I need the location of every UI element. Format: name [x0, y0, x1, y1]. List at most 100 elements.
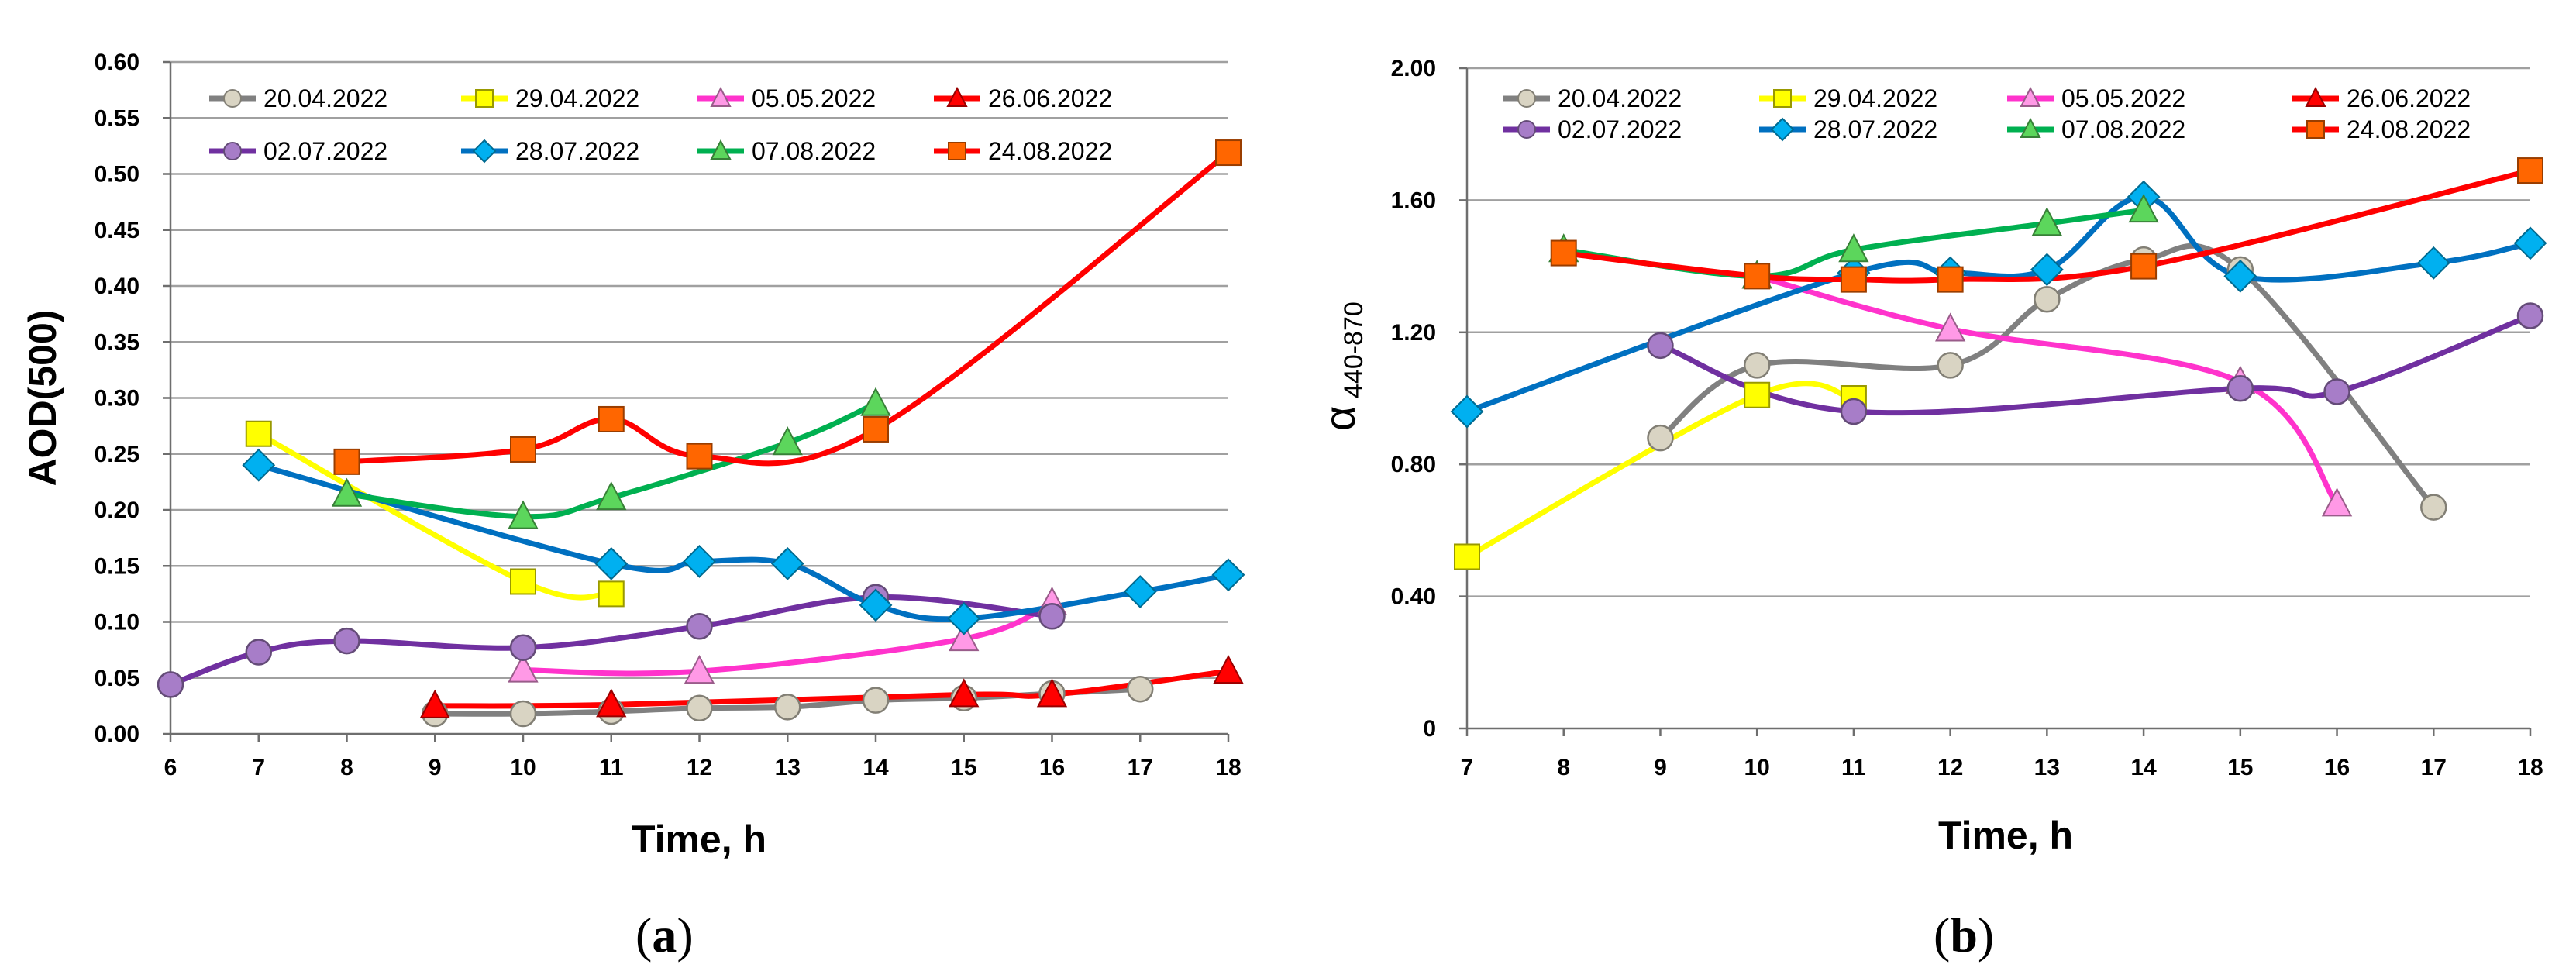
legend: 20.04.2022 29.04.2022 05.05.2022 26.06.2022…: [209, 84, 1112, 165]
y-tick-label: 0.30: [95, 386, 139, 412]
legend-item: 05.05.2022: [697, 84, 876, 112]
data-point: [2420, 494, 2447, 521]
data-point: [245, 420, 272, 447]
data-point: [419, 689, 450, 718]
x-tick-label: 9: [429, 755, 442, 780]
x-tick-label: 7: [1461, 755, 1474, 780]
data-point: [770, 546, 804, 580]
legend-swatch-marker: [710, 139, 732, 160]
data-point: [2031, 207, 2063, 236]
data-point: [1937, 352, 1964, 379]
y-tick-label: 0.50: [95, 162, 139, 188]
y-tick-label: 0.05: [95, 666, 139, 691]
series-line: [1464, 194, 2533, 415]
legend-item: 02.07.2022: [1503, 115, 1682, 143]
legend-swatch-marker: [1770, 117, 1795, 142]
legend-swatch-marker: [1517, 120, 1536, 139]
legend-item: 28.07.2022: [461, 137, 639, 165]
data-point: [2513, 226, 2547, 260]
legend-swatch-marker: [710, 86, 732, 107]
panel-label-close: ): [677, 907, 693, 963]
legend-item: 07.08.2022: [2007, 115, 2185, 143]
data-point: [596, 480, 627, 511]
series-markers: [1450, 157, 2547, 570]
legend-label: 02.07.2022: [1558, 115, 1682, 143]
panel-label: (b): [1934, 907, 1994, 963]
legend-swatch-marker: [2306, 120, 2325, 139]
legend-swatch-marker: [472, 139, 497, 164]
legend-item: 20.04.2022: [1503, 84, 1682, 112]
legend-swatch-marker: [1773, 89, 1792, 108]
legend-label: 28.07.2022: [515, 137, 639, 165]
legend-label: 24.08.2022: [2347, 115, 2471, 143]
data-point: [333, 627, 360, 655]
legend-item: 02.07.2022: [209, 137, 387, 165]
panel-label-close: ): [1978, 907, 1994, 963]
y-tick-label: 2.00: [1391, 56, 1436, 81]
x-tick-label: 11: [599, 755, 624, 780]
data-point: [2321, 487, 2353, 517]
legend-item: 07.08.2022: [697, 137, 876, 165]
legend: 20.04.2022 29.04.2022 05.05.2022 26.06.2022…: [1503, 84, 2471, 143]
legend-label: 07.08.2022: [2061, 115, 2185, 143]
series-line: [1464, 381, 1857, 560]
x-tick-label: 14: [2130, 755, 2157, 780]
data-point: [245, 639, 272, 666]
data-point: [509, 634, 537, 661]
y-tick-label: 0.40: [1391, 584, 1436, 610]
legend-swatch-marker: [2305, 86, 2326, 107]
data-point: [1937, 266, 1964, 293]
data-point: [686, 443, 713, 470]
series-markers: [157, 139, 1245, 728]
legend-swatch-marker: [2020, 86, 2041, 107]
data-point: [2516, 302, 2544, 329]
y-axis-subscript: 440-870: [1339, 301, 1369, 398]
data-point: [2416, 246, 2450, 280]
panel-label-open: (: [1934, 907, 1950, 963]
data-point: [947, 601, 981, 635]
x-tick-label: 17: [1128, 755, 1153, 780]
x-tick-label: 9: [1654, 755, 1667, 780]
data-point: [1744, 381, 1771, 408]
y-tick-label: 1.20: [1391, 320, 1436, 346]
data-point: [1840, 398, 1868, 425]
data-point: [2034, 285, 2061, 313]
data-point: [333, 448, 360, 475]
y-tick-label: 0.25: [95, 442, 139, 467]
legend-label: 05.05.2022: [2061, 84, 2185, 112]
panel-label-open: (: [635, 907, 652, 963]
data-point: [2130, 253, 2158, 280]
y-tick-label: 0.60: [95, 50, 139, 75]
legend-label: 02.07.2022: [263, 137, 387, 165]
data-point: [1038, 603, 1066, 630]
data-point: [598, 405, 625, 432]
legend-swatch-marker: [1517, 89, 1536, 108]
data-point: [859, 588, 893, 622]
legend-item: 05.05.2022: [2007, 84, 2185, 112]
y-axis-title: α: [1315, 406, 1364, 431]
data-point: [1840, 266, 1867, 293]
data-point: [2030, 253, 2064, 287]
legend-item: 29.04.2022: [461, 84, 639, 112]
x-tick-label: 7: [252, 755, 265, 780]
x-tick-label: 15: [951, 755, 976, 780]
data-point: [509, 700, 537, 728]
data-point: [596, 688, 627, 718]
data-point: [1123, 575, 1157, 608]
x-tick-label: 10: [510, 755, 536, 780]
panel-label-letter: b: [1950, 907, 1978, 963]
legend-label: 29.04.2022: [515, 84, 639, 112]
data-point: [2226, 374, 2254, 402]
data-point: [1647, 424, 1674, 452]
series-line: [432, 668, 1231, 709]
y-tick-label: 0.40: [95, 274, 139, 299]
data-point: [860, 387, 891, 416]
data-point: [1211, 558, 1245, 592]
data-point: [862, 687, 890, 714]
x-tick-label: 18: [2517, 755, 2543, 780]
data-point: [2323, 378, 2350, 405]
y-tick-label: 0.15: [95, 553, 139, 579]
series-line: [1658, 313, 2533, 416]
series-line: [256, 462, 1231, 622]
data-point: [1550, 239, 1577, 267]
